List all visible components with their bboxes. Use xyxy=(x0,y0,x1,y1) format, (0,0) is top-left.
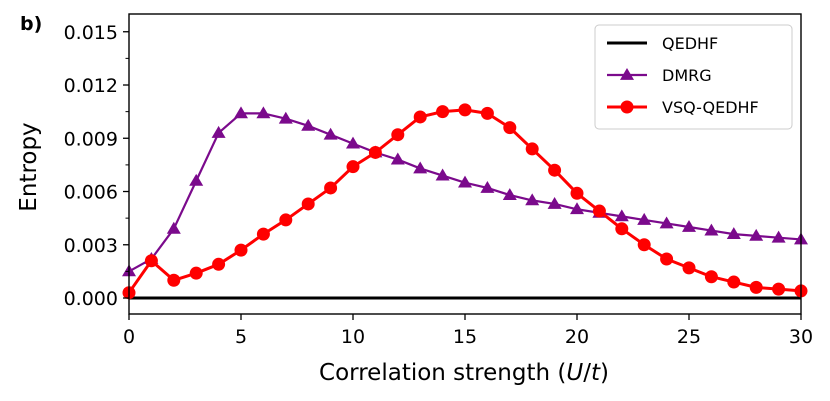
dmrg-point xyxy=(704,223,719,236)
vsq-qedhf-point xyxy=(234,243,248,257)
x-tick-label: 5 xyxy=(235,326,247,348)
x-tick-label: 0 xyxy=(123,326,135,348)
vsq-qedhf-point xyxy=(592,204,606,218)
vsq-qedhf-point xyxy=(570,186,584,200)
vsq-qedhf-point xyxy=(615,222,629,236)
vsq-qedhf-point xyxy=(458,103,472,117)
vsq-qedhf-point xyxy=(256,227,270,241)
vsq-qedhf-point xyxy=(436,105,450,119)
x-axis-title: Correlation strength (U/t) xyxy=(319,360,609,386)
dmrg-point xyxy=(659,216,674,229)
y-tick-label: 0.003 xyxy=(64,235,118,257)
vsq-qedhf-point xyxy=(727,275,741,289)
x-axis-title-suffix: ) xyxy=(600,360,609,386)
x-axis-title-u: U xyxy=(566,360,583,386)
x-tick-label: 20 xyxy=(565,326,589,348)
legend-marker-dmrg xyxy=(620,68,634,80)
dmrg-point xyxy=(234,106,248,119)
dmrg-point xyxy=(502,188,517,200)
dmrg-point xyxy=(211,125,226,138)
vsq-qedhf-point xyxy=(637,238,651,252)
y-tick-label: 0.009 xyxy=(64,128,118,150)
y-tick-label: 0.015 xyxy=(64,22,118,44)
legend-label-vsq-qedhf: VSQ-QEDHF xyxy=(662,98,759,117)
legend-label-dmrg: DMRG xyxy=(662,66,712,85)
dmrg-point xyxy=(547,196,562,209)
vsq-qedhf-point xyxy=(368,145,382,159)
x-axis-title-t: t xyxy=(591,360,601,386)
vsq-qedhf-point xyxy=(548,163,562,177)
legend-label-qedhf: QEDHF xyxy=(662,34,718,53)
dmrg-point xyxy=(189,173,204,186)
x-tick-label: 15 xyxy=(453,326,477,348)
x-axis-title-prefix: Correlation strength ( xyxy=(319,360,566,386)
x-tick-label: 10 xyxy=(341,326,365,348)
dmrg-point xyxy=(435,168,450,181)
vsq-qedhf-point xyxy=(212,257,226,271)
dmrg-point xyxy=(390,152,405,165)
axes: 0 5 10 15 20 25 30 0.000 0.003 0.006 0.009 0.012 0.0… xyxy=(64,13,813,348)
dmrg-point xyxy=(278,111,293,124)
vsq-qedhf-point xyxy=(704,270,718,284)
dmrg-point xyxy=(413,161,428,174)
vsq-qedhf-point xyxy=(660,252,674,266)
plot-area xyxy=(122,103,808,300)
dmrg-point xyxy=(166,221,181,234)
dmrg-point xyxy=(726,227,741,240)
dmrg-point xyxy=(525,193,540,206)
vsq-qedhf-point xyxy=(413,110,427,124)
vsq-qedhf-point xyxy=(682,261,696,275)
vsq-qedhf-point xyxy=(144,254,158,268)
dmrg-point xyxy=(301,118,316,131)
vsq-qedhf-point xyxy=(324,181,338,195)
legend-marker-vsq-qedhf xyxy=(620,100,634,114)
vsq-qedhf-point xyxy=(167,273,181,287)
dmrg-point xyxy=(614,209,629,222)
y-tick-label: 0.012 xyxy=(64,75,118,97)
dmrg-point xyxy=(682,220,696,232)
dmrg-point xyxy=(749,228,764,241)
legend: QEDHF DMRG VSQ-QEDHF xyxy=(594,24,793,130)
legend-box xyxy=(594,24,793,130)
dmrg-point xyxy=(458,175,472,188)
x-tick-label: 30 xyxy=(789,326,813,348)
vsq-qedhf-point xyxy=(346,160,360,174)
vsq-qedhf-point xyxy=(279,213,293,227)
vsq-qedhf-point xyxy=(503,121,517,135)
vsq-qedhf-point xyxy=(749,280,763,294)
vsq-qedhf-point xyxy=(391,128,405,142)
dmrg-point xyxy=(570,202,584,215)
vsq-qedhf-point xyxy=(772,282,786,296)
y-tick-label: 0.006 xyxy=(64,182,118,204)
dmrg-point xyxy=(480,180,495,193)
dmrg-point xyxy=(256,106,271,119)
x-axis-title-slash: / xyxy=(583,360,591,386)
panel-label: b) xyxy=(20,13,42,35)
vsq-qedhf-point xyxy=(189,266,203,280)
vsq-qedhf-point xyxy=(480,106,494,120)
y-tick-label: 0.000 xyxy=(64,288,118,310)
dmrg-point xyxy=(637,212,652,225)
vsq-qedhf-point xyxy=(525,142,539,156)
x-tick-label: 25 xyxy=(677,326,701,348)
dmrg-point xyxy=(346,136,360,149)
vsq-qedhf-point xyxy=(301,197,315,211)
y-axis-title: Entropy xyxy=(16,122,42,211)
dmrg-point xyxy=(323,127,338,140)
dmrg-point xyxy=(771,230,786,243)
